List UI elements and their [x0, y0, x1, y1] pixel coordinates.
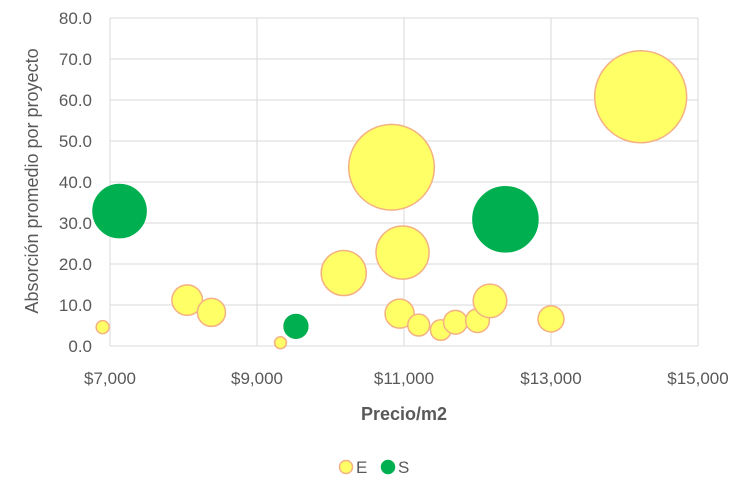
bubble-e: [347, 123, 436, 211]
legend-marker-e: [338, 459, 354, 475]
y-tick-label: 30.0: [59, 214, 92, 233]
legend-label-s: S: [398, 458, 409, 477]
bubble-e: [320, 249, 368, 297]
y-tick-label: 50.0: [59, 132, 92, 151]
y-axis-title: Absorción promedio por proyecto: [22, 48, 42, 313]
bubble-e: [442, 309, 469, 335]
bubble-e: [171, 284, 204, 317]
bubble-e: [472, 283, 508, 319]
legend-marker-s: [380, 459, 396, 475]
x-tick-labels: $7,000 $9,000 $11,000 $13,000 $15,000: [84, 369, 729, 388]
y-tick-labels: 0.0 10.0 20.0 30.0 40.0 50.0 60.0 70.0 80.0: [59, 9, 92, 356]
bubbles: [92, 49, 688, 350]
bubble-e: [406, 313, 431, 337]
x-tick-label: $13,000: [520, 369, 581, 388]
x-tick-label: $11,000: [374, 369, 434, 388]
bubble-s: [283, 313, 309, 339]
y-tick-label: 80.0: [59, 9, 92, 28]
legend-label-e: E: [356, 458, 367, 477]
y-tick-label: 40.0: [59, 173, 92, 192]
x-tick-label: $15,000: [667, 369, 728, 388]
y-tick-label: 20.0: [59, 255, 92, 274]
bubble-e: [384, 298, 415, 329]
bubble-e: [273, 336, 288, 350]
y-tick-label: 60.0: [59, 91, 92, 110]
bubble-s: [472, 186, 539, 253]
bubble-e: [196, 297, 227, 328]
bubble-s: [92, 183, 147, 239]
bubble-e: [375, 225, 430, 280]
y-tick-label: 70.0: [59, 50, 92, 69]
x-tick-label: $7,000: [84, 369, 136, 388]
y-tick-label: 10.0: [59, 296, 92, 315]
x-axis-title: Precio/m2: [361, 404, 447, 424]
x-tick-label: $9,000: [231, 369, 283, 388]
bubble-e: [537, 305, 565, 333]
bubble-e: [593, 49, 688, 144]
y-tick-label: 0.0: [68, 337, 92, 356]
bubble-e: [95, 319, 110, 335]
